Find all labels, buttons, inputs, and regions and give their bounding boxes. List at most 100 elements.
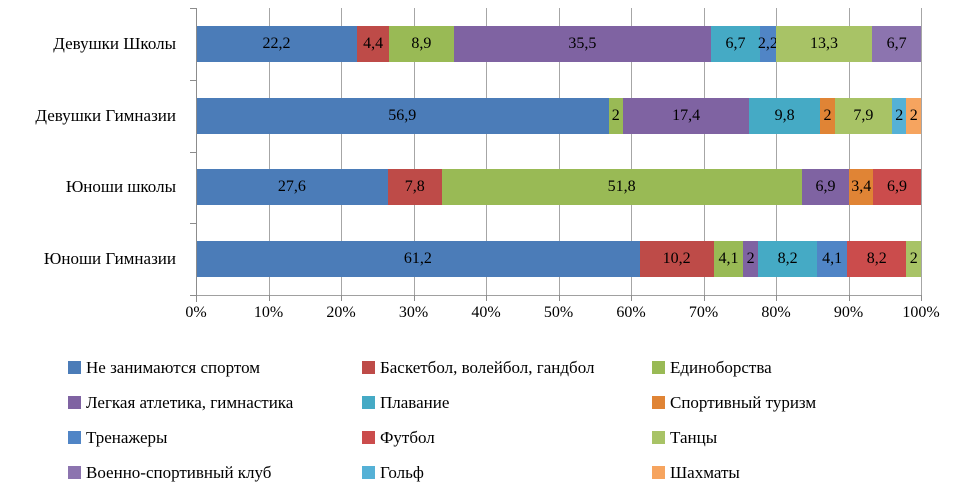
plot-area: 22,2 4,4 8,9 35,5 6,7 2,2 13,3 6,7 56,9 2 17,4 9,8 2…: [196, 8, 922, 295]
legend-label: Тренажеры: [86, 427, 168, 447]
segment-value-label: 6,9: [887, 178, 907, 196]
gridline: [776, 8, 777, 295]
bar-segment: 13,3: [775, 25, 873, 62]
segment-value-label: 2: [746, 250, 755, 268]
segment-value-label: 17,4: [672, 106, 701, 124]
legend-item: Футбол: [362, 428, 652, 448]
x-axis-tick: [776, 295, 777, 301]
segment-value-label: 6,7: [886, 34, 907, 52]
x-axis-tick-label: 10%: [253, 304, 284, 321]
x-axis-tick-label: 50%: [543, 304, 574, 321]
segment-value-label: 6,9: [815, 178, 836, 196]
x-axis-tick: [848, 295, 850, 301]
legend-item: Танцы: [652, 428, 948, 448]
bar-segment: 61,2: [196, 241, 640, 278]
bar-segment: 7,9: [834, 97, 892, 134]
bar-segment: 3,4: [849, 169, 874, 206]
x-axis-tick-label: 40%: [471, 304, 501, 321]
x-axis-tick-label: 20%: [326, 304, 356, 321]
x-axis-tick: [341, 295, 342, 301]
x-axis-tick: [413, 295, 415, 301]
legend-item: Плавание: [362, 393, 652, 413]
x-axis-tick: [486, 295, 487, 301]
x-axis-tick-label: 70%: [688, 304, 719, 321]
bar-segment: 17,4: [623, 97, 750, 134]
x-axis-tick: [631, 295, 632, 301]
bar-segment: 4,4: [357, 25, 390, 62]
segment-value-label: 3,4: [851, 178, 872, 196]
bar-segment: 9,8: [749, 97, 821, 134]
legend-swatch: [652, 361, 665, 374]
segment-value-label: 56,9: [388, 106, 417, 124]
legend-label: Не занимаются спортом: [86, 357, 261, 377]
bar-segment: 4,1: [817, 241, 847, 278]
gridline: [703, 8, 705, 295]
category-axis-tick: [190, 223, 196, 225]
segment-value-label: 9,8: [774, 106, 795, 124]
gridline: [558, 8, 560, 295]
bar-segment: 8,2: [757, 241, 818, 278]
x-axis-tick-label: 80%: [761, 304, 791, 321]
gridline: [631, 8, 632, 295]
legend-label: Единоборства: [670, 357, 772, 377]
stacked-bar: 61,2 10,2 4,1 2 8,2 4,1 8,2 2: [196, 241, 921, 278]
bar-segment: 22,2: [196, 25, 358, 62]
legend-swatch: [68, 431, 81, 444]
segment-value-label: 4,1: [718, 250, 739, 268]
segment-value-label: 8,2: [777, 250, 798, 268]
x-axis-tick: [196, 295, 197, 301]
x-axis-tick: [703, 295, 705, 301]
x-axis-tick-label: 100%: [902, 304, 940, 321]
segment-value-label: 7,9: [853, 106, 874, 124]
segment-value-label: 4,4: [363, 34, 384, 52]
x-axis-tick-label: 0%: [185, 304, 207, 321]
segment-value-label: 61,2: [403, 250, 432, 268]
category-axis-tick: [190, 8, 196, 9]
bars-container: 22,2 4,4 8,9 35,5 6,7 2,2 13,3 6,7 56,9 2 17,4 9,8 2…: [196, 8, 921, 295]
bar-segment: 2,2: [758, 25, 778, 62]
segment-value-label: 13,3: [810, 34, 839, 52]
segment-value-label: 4,1: [822, 250, 843, 268]
value-axis-zero-line: [196, 8, 197, 302]
legend-label: Баскетбол, волейбол, гандбол: [380, 357, 595, 377]
bar-segment: 56,9: [196, 97, 609, 134]
bar-row: 56,9 2 17,4 9,8 2 7,9 2 2: [196, 80, 921, 152]
stacked-bar: 22,2 4,4 8,9 35,5 6,7 2,2 13,3 6,7: [196, 25, 921, 62]
category-label: Юноши Гимназии: [43, 249, 176, 269]
stacked-bar: 56,9 2 17,4 9,8 2 7,9 2 2: [196, 97, 921, 134]
legend-label: Легкая атлетика, гимнастика: [86, 392, 294, 412]
legend-item: Баскетбол, волейбол, гандбол: [362, 358, 652, 378]
segment-value-label: 2: [895, 106, 904, 124]
bar-segment: 6,7: [711, 25, 760, 62]
bar-segment: 2: [906, 97, 921, 134]
category-axis: Девушки Школы Девушки Гимназии Юноши школы…: [0, 8, 176, 295]
gridline: [341, 8, 342, 295]
legend-item: Шахматы: [652, 463, 948, 483]
x-axis-tick: [558, 295, 560, 301]
bar-segment: 27,6: [196, 169, 388, 206]
legend-swatch: [362, 361, 375, 374]
bar-segment: 7,8: [387, 169, 442, 206]
x-axis-tick-label: 30%: [398, 304, 429, 321]
legend-item: Гольф: [362, 463, 652, 483]
legend-label: Футбол: [380, 427, 435, 447]
stacked-bar: 27,6 7,8 51,8 6,9 3,4 6,9: [196, 169, 921, 206]
category-axis-tick: [190, 151, 196, 153]
legend-swatch: [652, 466, 665, 479]
legend-label: Плавание: [380, 392, 450, 412]
gridline: [268, 8, 270, 295]
legend-label: Гольф: [380, 462, 424, 482]
bar-segment: 6,7: [872, 25, 921, 62]
legend-swatch: [362, 466, 375, 479]
legend-label: Военно-спортивный клуб: [86, 462, 272, 482]
legend-item: Единоборства: [652, 358, 948, 378]
bar-segment: 2: [820, 97, 835, 134]
gridline: [413, 8, 415, 295]
segment-value-label: 8,2: [866, 250, 887, 268]
legend-swatch: [68, 466, 81, 479]
segment-value-label: 7,8: [404, 178, 425, 196]
x-axis: 0% 10% 20% 30% 40% 50% 60% 70% 80% 90% 100%: [185, 295, 940, 335]
legend-item: Легкая атлетика, гимнастика: [68, 393, 362, 413]
x-axis-tick-label: 90%: [833, 304, 864, 321]
